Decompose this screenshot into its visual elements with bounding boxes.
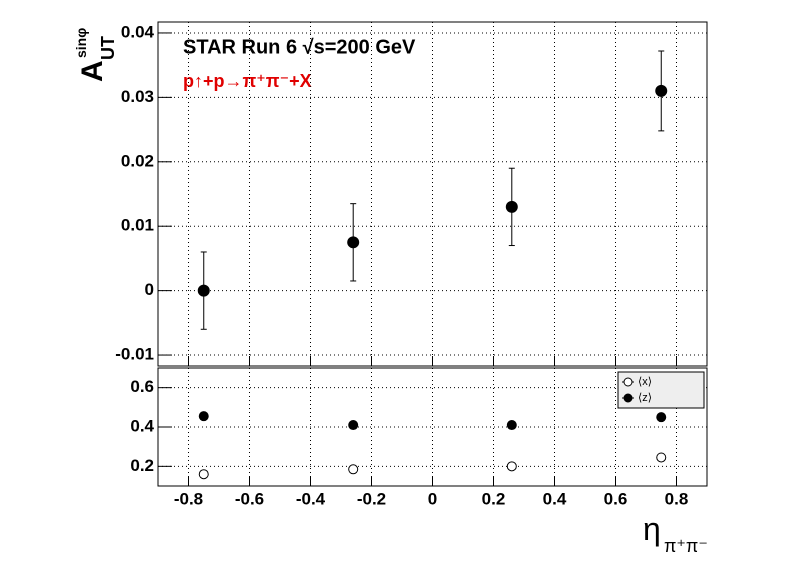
y-tick-label: 0.4 [130,416,154,435]
x-tick-label: -0.4 [296,489,326,508]
y-label-main: A [76,60,109,82]
y-tick-label: 0.01 [121,216,154,235]
y-label-sub: UT [98,36,118,60]
y-axis-label: A UT sinφ [73,28,118,82]
data-point [348,420,359,431]
data-point [198,411,209,422]
y-tick-label: 0 [145,280,154,299]
data-point [348,464,359,475]
data-point [505,200,518,213]
chart-subtitle: p↑+p→π⁺π⁻+X [183,71,312,91]
y-tick-label: -0.01 [115,345,154,364]
x-label-sub: π⁺π⁻ [664,536,708,556]
x-tick-label: 0 [428,489,437,508]
x-tick-label: -0.8 [174,489,203,508]
data-point [655,84,668,97]
x-tick-label: 0.6 [604,489,628,508]
data-point [506,461,517,472]
data-point [656,452,667,463]
y-tick-label: 0.6 [130,377,154,396]
chart-title: STAR Run 6 √s=200 GeV [183,36,416,58]
y-tick-label: 0.04 [121,22,155,41]
y-tick-label: 0.02 [121,151,154,170]
data-point [656,412,667,423]
plot-frame [157,367,708,487]
x-tick-label: -0.2 [357,489,386,508]
legend-marker [623,393,633,403]
legend-label: ⟨x⟩ [638,376,652,388]
x-tick-label: -0.6 [235,489,264,508]
x-tick-label: 0.8 [665,489,689,508]
data-point [197,284,210,297]
legend-box [617,371,705,409]
legend-marker [623,377,633,387]
x-label-main: η [643,511,661,547]
data-point [506,420,517,431]
y-label-sup: sinφ [73,28,89,58]
legend-label: ⟨z⟩ [638,392,652,404]
y-tick-label: 0.03 [121,87,154,106]
data-point [347,236,360,249]
data-point [198,469,209,480]
x-tick-label: 0.4 [543,489,567,508]
x-tick-label: 0.2 [482,489,506,508]
y-tick-label: 0.2 [130,456,154,475]
plot-frame [157,21,708,367]
